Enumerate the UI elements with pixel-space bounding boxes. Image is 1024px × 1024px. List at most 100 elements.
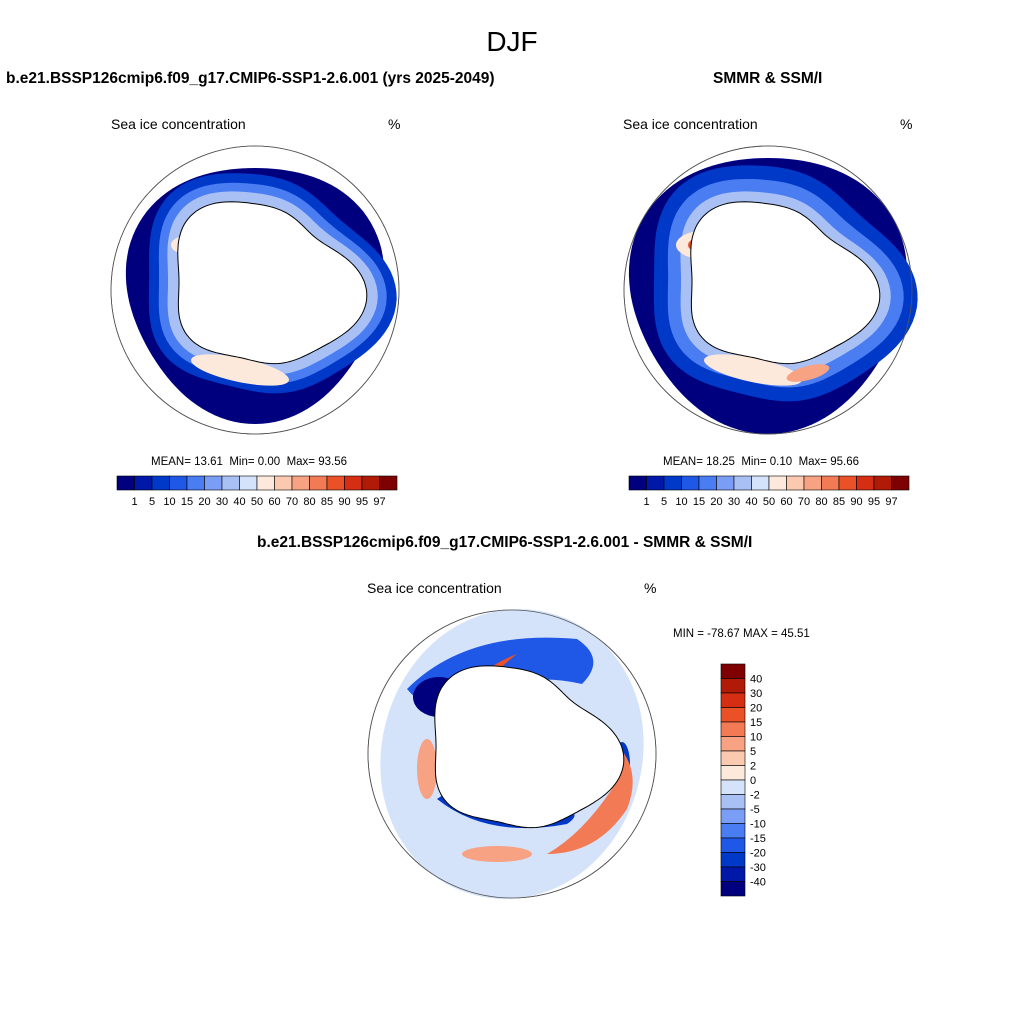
model-colorbar-swatch bbox=[116, 475, 135, 491]
obs-polar-map bbox=[623, 145, 918, 435]
diff-polar-map bbox=[367, 609, 657, 899]
obs-colorbar-swatch bbox=[681, 475, 700, 491]
diff-east-positive bbox=[547, 729, 633, 854]
obs-colorbar-swatch bbox=[856, 475, 875, 491]
obs-colorbar-label: 5 bbox=[661, 496, 667, 508]
diff-colorbar-label: 20 bbox=[750, 703, 762, 715]
model-colorbar-label: 40 bbox=[233, 496, 245, 508]
obs-colorbar-label: 90 bbox=[850, 496, 862, 508]
diff-colorbar-label: 5 bbox=[750, 746, 756, 758]
obs-colorbar-label: 1 bbox=[643, 496, 649, 508]
diff-colorbar-label: 2 bbox=[750, 761, 756, 773]
obs-variable-label: Sea ice concentration bbox=[623, 116, 758, 132]
obs-colorbar-swatch bbox=[891, 475, 910, 491]
obs-colorbar-swatch bbox=[803, 475, 822, 491]
model-colorbar-swatch bbox=[134, 475, 153, 491]
diff-colorbar-label: 0 bbox=[750, 775, 756, 787]
diff-west-positive bbox=[417, 739, 437, 799]
diff-colorbar-label: 40 bbox=[750, 674, 762, 686]
model-min-label: Min= bbox=[229, 456, 255, 468]
diff-colorbar-swatch bbox=[720, 692, 746, 708]
diff-colorbar-label: -30 bbox=[750, 862, 766, 874]
diff-colorbar-swatch bbox=[720, 881, 746, 897]
obs-ross-core bbox=[786, 364, 830, 382]
obs-colorbar-swatch bbox=[698, 475, 717, 491]
model-colorbar-label: 90 bbox=[338, 496, 350, 508]
diff-colorbar-label: -40 bbox=[750, 877, 766, 889]
obs-colorbar-swatch bbox=[663, 475, 682, 491]
model-min-value: 0.00 bbox=[257, 456, 281, 468]
obs-colorbar-swatch bbox=[786, 475, 805, 491]
diff-colorbar-label: -15 bbox=[750, 833, 766, 845]
diff-colorbar-swatch bbox=[720, 765, 746, 781]
obs-colorbar-label: 10 bbox=[675, 496, 687, 508]
model-colorbar-label: 10 bbox=[163, 496, 175, 508]
obs-panel-title: SMMR & SSM/I bbox=[713, 70, 823, 87]
obs-colorbar-label: 70 bbox=[798, 496, 810, 508]
model-colorbar-label: 60 bbox=[268, 496, 280, 508]
obs-ross-patch bbox=[704, 354, 802, 386]
diff-colorbar-swatch bbox=[720, 808, 746, 824]
model-colorbar-swatch bbox=[186, 475, 205, 491]
obs-map-circle bbox=[623, 145, 913, 435]
model-units-label: % bbox=[388, 116, 401, 132]
diff-colorbar-label: -10 bbox=[750, 819, 766, 831]
obs-max-label: Max= bbox=[798, 456, 828, 468]
model-colorbar-swatch bbox=[204, 475, 223, 491]
diff-south-positive bbox=[462, 846, 532, 862]
diff-colorbar-swatch bbox=[720, 866, 746, 882]
model-panel-title: b.e21.BSSP126cmip6.f09_g17.CMIP6-SSP1-2.… bbox=[6, 70, 495, 87]
obs-colorbar-label: 15 bbox=[693, 496, 705, 508]
model-colorbar-swatch bbox=[274, 475, 293, 491]
model-colorbar-swatch bbox=[151, 475, 170, 491]
obs-stats: MEAN= 18.25 Min= 0.10 Max= 95.66 bbox=[663, 456, 859, 468]
model-colorbar-swatch bbox=[379, 475, 398, 491]
obs-colorbar-label: 40 bbox=[745, 496, 757, 508]
model-colorbar-label: 30 bbox=[216, 496, 228, 508]
diff-colorbar-swatch bbox=[720, 837, 746, 853]
model-mean-value: 13.61 bbox=[194, 456, 223, 468]
diff-colorbar-label: -5 bbox=[750, 804, 760, 816]
model-colorbar-label: 50 bbox=[251, 496, 263, 508]
diff-variable-label: Sea ice concentration bbox=[367, 580, 502, 596]
model-colorbar: 1 5 10 15 20 30 40 50 60 70 80 85 90 95 97 bbox=[116, 475, 398, 508]
obs-colorbar-label: 50 bbox=[763, 496, 775, 508]
diff-colorbar-swatch bbox=[720, 750, 746, 766]
diff-colorbar-swatch bbox=[720, 794, 746, 810]
diff-colorbar-swatch bbox=[720, 678, 746, 694]
obs-colorbar: 1 5 10 15 20 30 40 50 60 70 80 85 90 95 97 bbox=[628, 475, 910, 508]
diff-panel-title: b.e21.BSSP126cmip6.f09_g17.CMIP6-SSP1-2.… bbox=[257, 534, 753, 551]
obs-mean-label: MEAN= bbox=[663, 456, 703, 468]
obs-colorbar-swatch bbox=[821, 475, 840, 491]
model-colorbar-swatch bbox=[344, 475, 363, 491]
model-colorbar-swatch bbox=[169, 475, 188, 491]
obs-min-label: Min= bbox=[741, 456, 767, 468]
diff-colorbar-swatch bbox=[720, 663, 746, 679]
diff-colorbar-label: 30 bbox=[750, 688, 762, 700]
diff-colorbar-swatch bbox=[720, 852, 746, 868]
obs-colorbar-swatch bbox=[733, 475, 752, 491]
diff-colorbar-swatch bbox=[720, 707, 746, 723]
obs-mean-value: 18.25 bbox=[706, 456, 735, 468]
diff-colorbar-label: -2 bbox=[750, 790, 760, 802]
model-stats: MEAN= 13.61 Min= 0.00 Max= 93.56 bbox=[151, 456, 347, 468]
obs-colorbar-swatch bbox=[716, 475, 735, 491]
model-colorbar-swatch bbox=[239, 475, 258, 491]
obs-colorbar-label: 20 bbox=[710, 496, 722, 508]
model-colorbar-label: 1 bbox=[131, 496, 137, 508]
model-colorbar-swatch bbox=[221, 475, 240, 491]
model-colorbar-label: 5 bbox=[149, 496, 155, 508]
model-map-circle bbox=[110, 145, 400, 435]
diff-colorbar-label: -20 bbox=[750, 848, 766, 860]
model-colorbar-swatch bbox=[256, 475, 275, 491]
model-colorbar-label: 95 bbox=[356, 496, 368, 508]
model-colorbar-swatch bbox=[361, 475, 380, 491]
diff-colorbar-swatch bbox=[720, 736, 746, 752]
obs-max-value: 95.66 bbox=[830, 456, 859, 468]
model-variable-label: Sea ice concentration bbox=[111, 116, 246, 132]
model-mean-label: MEAN= bbox=[151, 456, 191, 468]
obs-colorbar-swatch bbox=[751, 475, 770, 491]
model-colorbar-swatch bbox=[326, 475, 345, 491]
obs-colorbar-swatch bbox=[646, 475, 665, 491]
